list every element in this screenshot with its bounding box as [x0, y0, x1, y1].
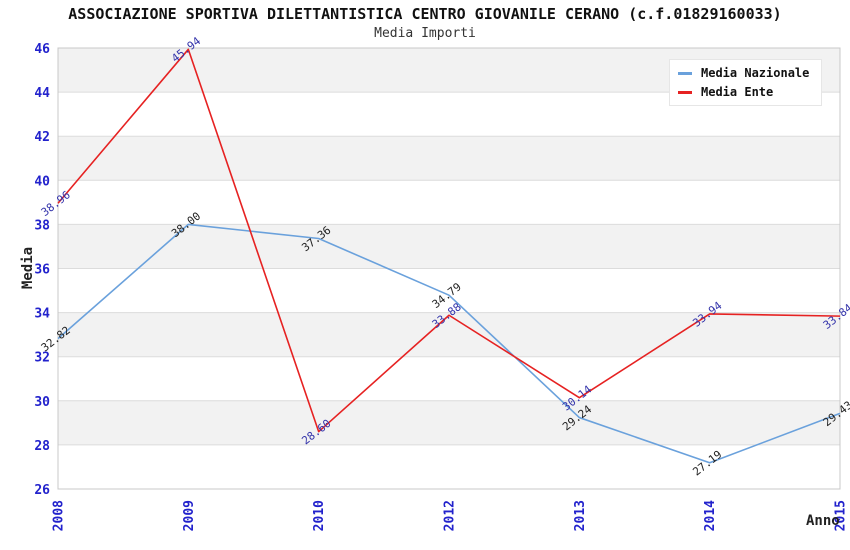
- legend: Media Nazionale Media Ente: [669, 59, 823, 106]
- x-tick-label: 2009: [182, 500, 197, 531]
- legend-label-media-ente: Media Ente: [701, 85, 774, 99]
- legend-line-swatch-red-icon: [678, 90, 692, 94]
- x-tick-label: 2008: [52, 500, 67, 531]
- data-label: 27.19: [690, 448, 724, 479]
- x-tick-label: 2012: [443, 500, 458, 531]
- legend-label-media-nazionale: Media Nazionale: [701, 66, 810, 80]
- y-tick-label: 42: [34, 130, 50, 145]
- legend-item-media-ente: Media Ente: [678, 85, 809, 99]
- y-tick-label: 36: [34, 263, 50, 278]
- series-line-1: [57, 48, 841, 433]
- plot-band: [58, 312, 840, 357]
- y-tick-label: 40: [34, 174, 50, 189]
- x-axis-title: Anno: [806, 513, 840, 529]
- x-tick-label: 2010: [312, 500, 327, 531]
- series-line-0: [57, 223, 841, 464]
- y-tick-label: 34: [34, 307, 50, 322]
- y-tick-label: 46: [34, 42, 50, 57]
- chart-title: ASSOCIAZIONE SPORTIVA DILETTANTISTICA CE…: [68, 5, 782, 23]
- y-tick-label: 38: [34, 218, 50, 233]
- plot-band: [58, 136, 840, 181]
- x-tick-label: 2014: [703, 500, 718, 531]
- legend-item-media-nazionale: Media Nazionale: [678, 66, 809, 80]
- plot-band: [58, 400, 840, 445]
- plot-band: [58, 224, 840, 269]
- x-tick-label: 2013: [573, 500, 588, 531]
- plot-border: [57, 47, 841, 490]
- data-label: 38.96: [39, 188, 73, 219]
- legend-line-swatch-blue-icon: [678, 71, 692, 75]
- y-axis-title: Media: [20, 246, 36, 290]
- y-tick-label: 44: [34, 86, 50, 101]
- y-tick-label: 26: [34, 483, 50, 498]
- y-tick-label: 28: [34, 439, 50, 454]
- chart-subtitle: Media Importi: [374, 26, 476, 41]
- y-tick-label: 30: [34, 395, 50, 410]
- x-tick-label: 2015: [834, 500, 849, 531]
- y-tick-label: 32: [34, 351, 50, 366]
